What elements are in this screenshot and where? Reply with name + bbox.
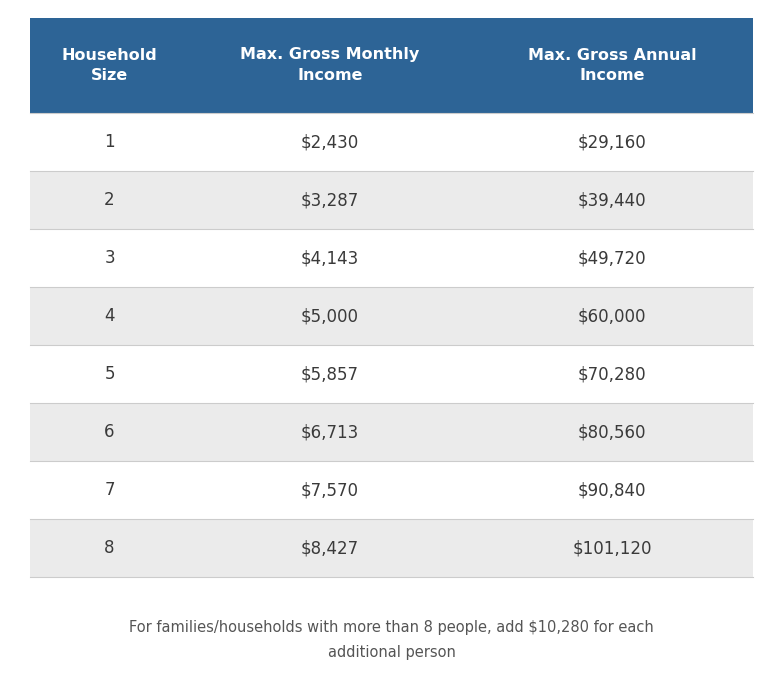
Text: $60,000: $60,000 [578,307,646,325]
Text: $2,430: $2,430 [301,133,359,151]
Text: For families/households with more than 8 people, add $10,280 for each
additional: For families/households with more than 8… [129,620,654,660]
Text: Max. Gross Annual
Income: Max. Gross Annual Income [528,47,696,83]
Text: 5: 5 [104,365,115,383]
Bar [30,345,753,403]
Text: $90,840: $90,840 [578,481,646,499]
Bar [30,229,753,287]
Text: $80,560: $80,560 [578,423,646,441]
Text: 2: 2 [104,191,115,209]
Text: 6: 6 [104,423,115,441]
Text: $6,713: $6,713 [301,423,359,441]
Bar [30,519,753,577]
Text: $39,440: $39,440 [578,191,646,209]
Text: $7,570: $7,570 [301,481,359,499]
Text: 3: 3 [104,249,115,267]
Text: $5,000: $5,000 [301,307,359,325]
Text: Max. Gross Monthly
Income: Max. Gross Monthly Income [240,47,420,83]
Bar [30,461,753,519]
Text: $49,720: $49,720 [578,249,646,267]
Text: $29,160: $29,160 [578,133,647,151]
Bar [30,287,753,345]
Bar [30,403,753,461]
Text: $3,287: $3,287 [301,191,359,209]
Text: 4: 4 [104,307,115,325]
Text: 7: 7 [104,481,115,499]
Text: $101,120: $101,120 [572,539,651,557]
Bar [30,113,753,171]
Text: $8,427: $8,427 [301,539,359,557]
Bar [30,171,753,229]
Text: 1: 1 [104,133,115,151]
Text: $5,857: $5,857 [301,365,359,383]
Text: $70,280: $70,280 [578,365,646,383]
Text: $4,143: $4,143 [301,249,359,267]
Text: 8: 8 [104,539,115,557]
Bar [30,18,753,113]
Text: Household
Size: Household Size [62,47,157,83]
